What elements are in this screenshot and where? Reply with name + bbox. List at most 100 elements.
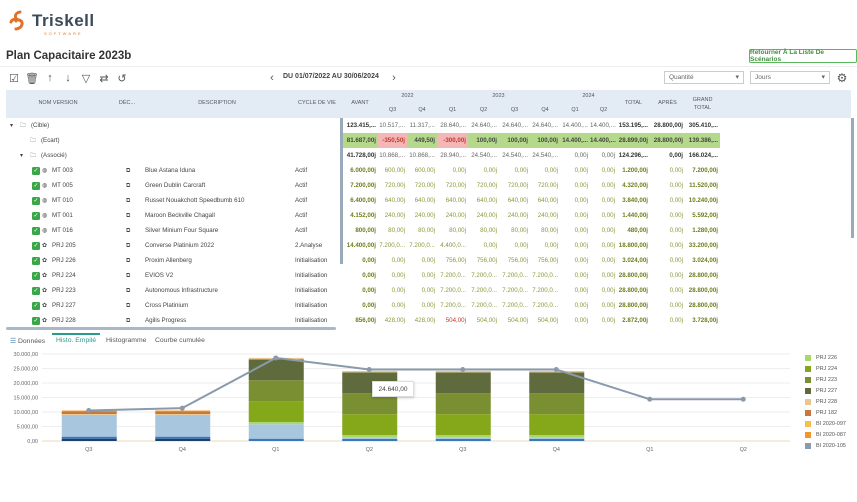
table-row[interactable]: ✓ ✿ PRJ 228 ⧉ Agilis Progress Initialisation 8… xyxy=(6,313,720,328)
unit-select[interactable]: Jours ▾ xyxy=(750,71,830,84)
checkbox-checked-icon[interactable]: ✓ xyxy=(32,226,40,235)
table-row[interactable]: ✓ ◍ MT 001 ⧉ Maroon Beckville Chagall Actif 4.… xyxy=(6,208,720,223)
prev-period-icon[interactable]: ‹ xyxy=(270,72,274,84)
arrow-up-icon[interactable]: ↑ xyxy=(47,72,53,84)
col-description[interactable]: DESCRIPTION xyxy=(198,100,236,106)
table-row[interactable]: ✓ ◍ MT 016 ⧉ Silver Minium Four Square Actif 8… xyxy=(6,223,720,238)
col-avant[interactable]: AVANT xyxy=(351,100,369,106)
value-cell: 0,00j xyxy=(483,242,497,249)
value-cell: 0,00j xyxy=(601,317,615,324)
bar-segment xyxy=(248,380,304,402)
version-name[interactable]: PRJ 228 xyxy=(52,317,76,324)
col-cycle[interactable]: CYCLE DE VIE xyxy=(298,100,336,106)
legend-item[interactable]: PRJ 223 xyxy=(805,377,837,383)
lifecycle: 2.Analyse xyxy=(295,242,323,249)
table-row[interactable]: ✓ ✿ PRJ 226 ⧉ Proxim Allenberg Initialisation… xyxy=(6,253,720,268)
version-name[interactable]: MT 005 xyxy=(52,182,73,189)
next-period-icon[interactable]: › xyxy=(392,72,396,84)
group-row[interactable]: ▾ 🗀 (Associé) 41.728,00j 10.868,... 10.868,..… xyxy=(6,148,720,163)
tab-histogramme[interactable]: Histogramme xyxy=(106,337,147,344)
scrollbar-vertical[interactable] xyxy=(340,118,343,264)
settings-gear-icon[interactable]: ⚙ xyxy=(836,71,848,85)
checkbox-checked-icon[interactable]: ✓ xyxy=(32,241,40,250)
window-icon[interactable]: ⧉ xyxy=(126,167,131,174)
version-name[interactable]: MT 016 xyxy=(52,227,73,234)
legend-item[interactable]: PRJ 182 xyxy=(805,410,837,416)
window-icon[interactable]: ⧉ xyxy=(126,257,131,264)
legend-swatch xyxy=(805,388,811,394)
table-row[interactable]: ✓ ◍ MT 005 ⧉ Green Dublin Carcraft Actif 7.200… xyxy=(6,178,720,193)
table-row[interactable]: ✓ ✿ PRJ 205 ⧉ Converse Platinium 2022 2.Analy… xyxy=(6,238,720,253)
col-grand-total[interactable]: GRAND TOTAL xyxy=(692,97,713,111)
window-icon[interactable]: ⧉ xyxy=(126,317,131,324)
col-name[interactable]: NOM VERSION xyxy=(38,100,78,106)
version-name[interactable]: MT 003 xyxy=(52,167,73,174)
value-cell: 0,00j xyxy=(669,212,683,219)
scrollbar-vertical-right[interactable] xyxy=(851,118,854,238)
arrow-down-icon[interactable]: ↓ xyxy=(65,72,71,84)
bar-segment xyxy=(529,437,585,439)
checkbox-checked-icon[interactable]: ✓ xyxy=(32,286,40,295)
col-apres[interactable]: APRÈS xyxy=(658,100,677,106)
window-icon[interactable]: ⧉ xyxy=(126,302,131,309)
version-name[interactable]: PRJ 205 xyxy=(52,242,76,249)
checkbox-checked-icon[interactable]: ✓ xyxy=(32,166,40,175)
checkbox-checked-icon[interactable]: ✓ xyxy=(32,301,40,310)
version-name[interactable]: PRJ 227 xyxy=(52,302,76,309)
window-icon[interactable]: ⧉ xyxy=(126,197,131,204)
table-row[interactable]: ✓ ✿ PRJ 224 ⧉ EVIOS V2 Initialisation 0,00j 0,0… xyxy=(6,268,720,283)
version-name[interactable]: PRJ 223 xyxy=(52,287,76,294)
group-row[interactable]: ▾ 🗀 (Cible) 123.415,... 10.517,... 11.317,...… xyxy=(6,118,720,133)
legend-item[interactable]: PRJ 226 xyxy=(805,355,837,361)
checkbox-checked-icon[interactable]: ✓ xyxy=(32,271,40,280)
legend-item[interactable]: BI 2020-097 xyxy=(805,421,846,427)
value-cell: 640,00j xyxy=(476,197,497,204)
tab-donnees[interactable]: ☰ Données xyxy=(10,337,45,345)
version-name[interactable]: MT 001 xyxy=(52,212,73,219)
swap-icon[interactable]: ⇄ xyxy=(99,72,109,85)
legend-item[interactable]: BI 2020-105 xyxy=(805,443,846,449)
version-name[interactable]: PRJ 224 xyxy=(52,272,76,279)
value-cell: 428,00j xyxy=(414,317,435,324)
legend-item[interactable]: BI 2020-087 xyxy=(805,432,846,438)
window-icon[interactable]: ⧉ xyxy=(126,272,131,279)
expand-caret-icon[interactable]: ▾ xyxy=(10,122,14,129)
window-icon[interactable]: ⧉ xyxy=(126,242,131,249)
version-name[interactable]: PRJ 226 xyxy=(52,257,76,264)
tab-courbe-cumulee[interactable]: Courbe cumulée xyxy=(155,337,205,344)
legend-item[interactable]: PRJ 227 xyxy=(805,388,837,394)
checkbox-checked-icon[interactable]: ✓ xyxy=(32,256,40,265)
tab-histo-empile[interactable]: Histo. Empilé xyxy=(56,337,97,344)
legend-item[interactable]: PRJ 224 xyxy=(805,366,837,372)
table-row[interactable]: ✓ ✿ PRJ 227 ⧉ Cross Platinium Initialisation 0… xyxy=(6,298,720,313)
checkbox-checked-icon[interactable]: ✓ xyxy=(32,196,40,205)
table-row[interactable]: ✓ ✿ PRJ 223 ⧉ Autonomous Infrastructure Initi… xyxy=(6,283,720,298)
bar-segment xyxy=(529,393,585,415)
table-row[interactable]: ✓ ◍ MT 010 ⧉ Russet Nouakchott Speedbumb 610… xyxy=(6,193,720,208)
col-dec[interactable]: DÉC... xyxy=(118,100,136,106)
undo-icon[interactable]: ↺ xyxy=(117,72,127,85)
window-icon[interactable]: ⧉ xyxy=(126,182,131,189)
filter-icon[interactable]: ▽ xyxy=(81,72,91,85)
window-icon[interactable]: ⧉ xyxy=(126,212,131,219)
group-row[interactable]: 🗀 (Ecart) 81.687,00j -350,50j 449,50j -300,00… xyxy=(6,133,720,148)
checkbox-checked-icon[interactable]: ✓ xyxy=(32,181,40,190)
table-row[interactable]: ✓ ◍ MT 003 ⧉ Blue Astana Iduna Actif 6.000,00j… xyxy=(6,163,720,178)
window-icon[interactable]: ⧉ xyxy=(126,287,131,294)
scrollbar-horizontal[interactable] xyxy=(6,327,336,330)
legend-item[interactable]: PRJ 228 xyxy=(805,399,837,405)
checkbox-checked-icon[interactable]: ✓ xyxy=(32,316,40,325)
back-to-scenarios-button[interactable]: Retourner À La Liste De Scénarios xyxy=(749,49,857,63)
value-cell: 11.520,00j xyxy=(689,182,718,189)
checkbox-checked-icon[interactable]: ✓ xyxy=(32,211,40,220)
version-name[interactable]: MT 010 xyxy=(52,197,73,204)
col-total[interactable]: TOTAL xyxy=(624,100,643,106)
delete-icon[interactable]: 🗑 xyxy=(25,72,39,85)
value-cell: 10.868,... xyxy=(409,152,435,159)
expand-caret-icon[interactable]: ▾ xyxy=(20,152,24,159)
measure-select[interactable]: Quantité ▾ xyxy=(664,71,744,84)
bar-segment xyxy=(529,372,585,394)
select-all-icon[interactable]: ☑ xyxy=(9,72,19,85)
value-cell: 7.200,0... xyxy=(440,287,466,294)
window-icon[interactable]: ⧉ xyxy=(126,227,131,234)
